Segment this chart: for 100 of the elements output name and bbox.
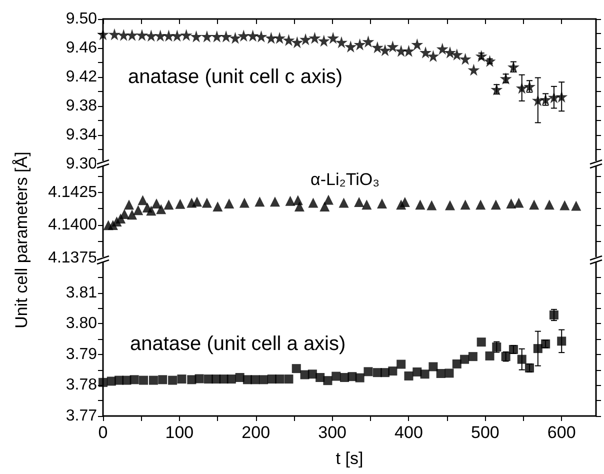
point — [388, 366, 398, 376]
y-tick-label: 9.42 — [66, 68, 98, 86]
point — [220, 30, 232, 42]
point — [379, 44, 392, 56]
point — [282, 34, 295, 46]
point — [395, 44, 408, 57]
point — [238, 30, 250, 42]
point — [452, 359, 462, 368]
point — [544, 200, 554, 210]
point — [427, 50, 440, 62]
point — [139, 376, 148, 385]
y-tick-label: 9.38 — [66, 98, 98, 114]
point — [476, 200, 486, 210]
y-tick-label: 3.78 — [66, 376, 98, 394]
point — [420, 46, 432, 58]
point — [415, 200, 426, 210]
point — [540, 93, 552, 106]
point — [158, 375, 168, 384]
x-tick-label: 200 — [242, 423, 270, 442]
point — [354, 197, 364, 208]
point — [250, 375, 260, 384]
point — [507, 60, 520, 73]
point — [371, 41, 384, 54]
point — [436, 42, 448, 55]
y-tick-label: 4.1375 — [48, 250, 98, 266]
point — [426, 200, 437, 210]
point — [475, 50, 488, 62]
point — [148, 376, 158, 385]
point — [548, 91, 560, 104]
point — [154, 30, 166, 42]
point — [210, 30, 223, 42]
point — [323, 376, 332, 386]
y-tick-label: 3.81 — [66, 284, 98, 302]
point — [194, 374, 204, 384]
point — [130, 375, 139, 384]
y-tick-label: 4.1425 — [48, 184, 98, 201]
point — [192, 196, 202, 207]
point — [246, 30, 259, 42]
point — [532, 94, 544, 106]
point — [411, 38, 424, 50]
point — [270, 196, 280, 207]
y-tick-label: 3.79 — [66, 346, 98, 363]
point — [146, 206, 156, 216]
y-tick-label: 9.34 — [66, 126, 98, 144]
y-tick-label: 3.77 — [66, 408, 98, 424]
point — [428, 362, 438, 372]
point — [285, 196, 296, 206]
y-tick-label: 9.50 — [66, 10, 98, 28]
point — [444, 368, 454, 378]
point — [122, 376, 132, 385]
point — [284, 374, 294, 384]
point — [126, 28, 138, 41]
point — [450, 48, 463, 61]
point — [202, 198, 212, 208]
point — [133, 205, 144, 216]
point — [571, 200, 582, 211]
point — [294, 201, 304, 212]
point — [557, 336, 566, 346]
annotation: anatase (unit cell c axis) — [128, 66, 343, 88]
point — [412, 367, 422, 376]
point — [354, 38, 366, 50]
point — [490, 200, 501, 210]
point — [460, 354, 470, 364]
point — [323, 194, 334, 205]
point — [560, 200, 570, 210]
point — [291, 36, 304, 48]
x-tick-label: 600 — [547, 423, 576, 442]
point — [468, 64, 480, 76]
point — [460, 200, 470, 210]
point — [164, 200, 174, 210]
point — [338, 198, 349, 208]
point — [108, 28, 120, 40]
point — [556, 90, 568, 103]
y-axis-title: Unit cell parameters [Å] — [12, 152, 32, 328]
point — [514, 198, 524, 208]
point — [254, 196, 265, 207]
point — [364, 367, 373, 376]
point — [119, 208, 130, 219]
point — [171, 30, 184, 42]
point — [445, 200, 456, 210]
point — [124, 200, 134, 210]
point — [300, 33, 312, 46]
point — [506, 198, 516, 208]
point — [485, 351, 494, 360]
y-tick-label: 9.46 — [66, 40, 98, 56]
point — [318, 34, 330, 47]
point — [533, 344, 542, 354]
point — [127, 210, 138, 220]
point — [187, 375, 196, 384]
point — [484, 55, 496, 68]
point — [517, 354, 526, 364]
point — [255, 30, 268, 42]
point — [468, 352, 478, 362]
point — [118, 28, 130, 41]
x-tick-label: 100 — [165, 423, 194, 442]
point — [476, 338, 486, 347]
point — [175, 198, 186, 209]
point — [212, 201, 223, 212]
point — [152, 198, 162, 208]
point — [136, 28, 148, 41]
